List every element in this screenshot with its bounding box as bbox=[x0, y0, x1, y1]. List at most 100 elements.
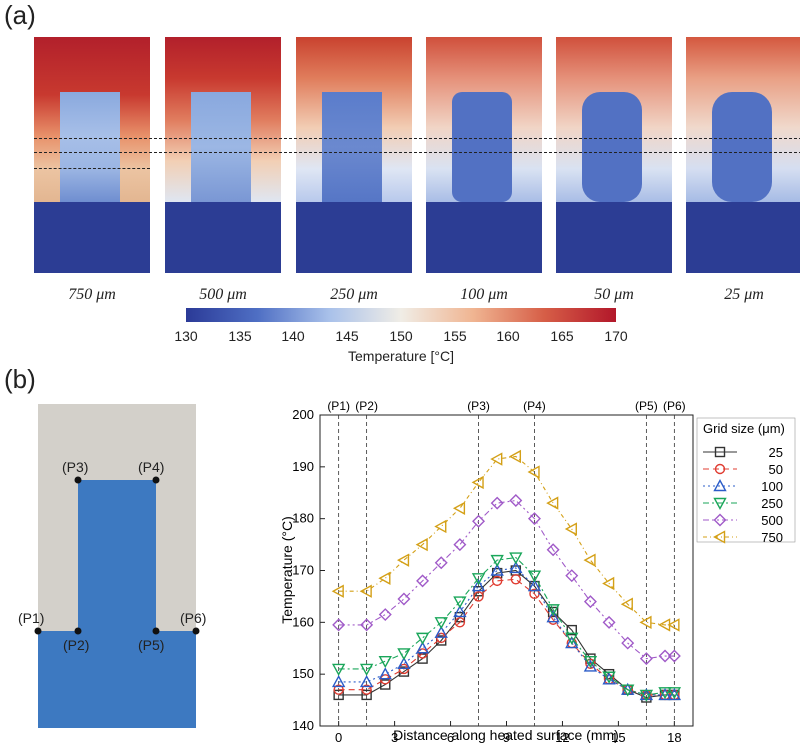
x-tick-label: 15 bbox=[611, 730, 625, 744]
data-point-500 bbox=[416, 574, 430, 588]
plot-frame bbox=[319, 414, 694, 727]
temperature-map-25 bbox=[686, 37, 800, 273]
data-point-500 bbox=[397, 592, 411, 606]
x-tick-label: 6 bbox=[447, 730, 454, 744]
data-point-25 bbox=[361, 689, 372, 701]
data-point-25 bbox=[380, 679, 391, 690]
point-p3-marker bbox=[74, 476, 82, 484]
data-point-250 bbox=[658, 687, 672, 700]
temperature-map-500 bbox=[165, 37, 281, 273]
grid-label-250: 250 μm bbox=[330, 286, 378, 303]
x-tick-label: 9 bbox=[503, 730, 510, 744]
data-point-750 bbox=[667, 618, 680, 632]
data-point-100 bbox=[434, 625, 448, 638]
data-point-750 bbox=[564, 522, 577, 536]
data-point-750 bbox=[490, 452, 503, 466]
data-point-500 bbox=[621, 636, 635, 650]
legend-marker-500 bbox=[713, 513, 727, 527]
colorbar-tick: 150 bbox=[389, 328, 413, 344]
data-point-250 bbox=[546, 604, 560, 617]
data-point-500 bbox=[360, 618, 374, 632]
colorbar-tick: 170 bbox=[604, 328, 628, 344]
grid-label-500: 500 μm bbox=[199, 286, 247, 303]
y-tick-label: 140 bbox=[292, 718, 314, 733]
data-point-500 bbox=[639, 652, 653, 666]
point-reference-label: (P5) bbox=[635, 399, 658, 413]
data-point-500 bbox=[509, 494, 523, 508]
legend-marker-750 bbox=[713, 530, 726, 544]
temperature-map-100 bbox=[426, 37, 542, 273]
series-line-750 bbox=[338, 455, 675, 626]
y-axis-label: Temperature (°C) bbox=[279, 516, 295, 624]
data-point-250 bbox=[527, 570, 542, 583]
data-point-750 bbox=[602, 576, 615, 591]
data-point-100 bbox=[509, 560, 523, 574]
data-point-750 bbox=[620, 597, 633, 611]
legend-title: Grid size (μm) bbox=[703, 421, 785, 436]
series-line-100 bbox=[338, 567, 675, 696]
data-point-500 bbox=[658, 649, 672, 663]
data-point-100 bbox=[471, 579, 486, 592]
data-point-250 bbox=[565, 632, 579, 645]
x-tick-label: 18 bbox=[667, 730, 681, 744]
data-point-250 bbox=[490, 554, 504, 568]
data-point-100 bbox=[453, 605, 467, 618]
data-point-500 bbox=[472, 514, 486, 528]
legend-entry-250: 250 bbox=[761, 496, 783, 511]
data-point-250 bbox=[621, 684, 635, 697]
legend-marker-100 bbox=[713, 479, 727, 492]
point-p6-label: (P6) bbox=[180, 610, 207, 626]
data-point-50 bbox=[491, 575, 503, 587]
point-p6-marker bbox=[192, 627, 200, 635]
data-point-100 bbox=[527, 579, 542, 592]
series-line-500 bbox=[338, 499, 675, 660]
point-p2-marker bbox=[74, 627, 82, 635]
data-point-750 bbox=[452, 501, 466, 515]
colorbar-tick: 155 bbox=[443, 328, 467, 344]
data-point-50 bbox=[361, 684, 372, 695]
temperature-map-50 bbox=[556, 37, 672, 273]
legend-entry-50: 50 bbox=[769, 462, 783, 477]
data-point-500 bbox=[527, 512, 541, 526]
data-point-50 bbox=[473, 591, 484, 602]
data-point-500 bbox=[453, 538, 467, 552]
data-point-100 bbox=[490, 563, 504, 576]
temperature-map-750 bbox=[34, 37, 150, 273]
grid-label-100: 100 μm bbox=[460, 286, 508, 303]
data-point-250 bbox=[359, 663, 374, 676]
data-point-100 bbox=[667, 687, 682, 701]
data-point-50 bbox=[333, 684, 344, 695]
point-reference-label: (P2) bbox=[355, 399, 378, 413]
data-point-100 bbox=[397, 656, 411, 669]
data-point-250 bbox=[415, 632, 430, 645]
data-point-250 bbox=[331, 663, 346, 676]
x-tick-label: 3 bbox=[391, 730, 398, 744]
data-point-500 bbox=[490, 496, 504, 510]
data-point-750 bbox=[527, 465, 540, 479]
point-reference-label: (P3) bbox=[467, 399, 490, 413]
panel-b-label: (b) bbox=[4, 364, 36, 394]
legend-entry-750: 750 bbox=[761, 530, 783, 545]
colorbar-tick: 135 bbox=[228, 328, 252, 344]
colorbar bbox=[186, 308, 616, 322]
point-p3-label: (P3) bbox=[62, 459, 89, 475]
data-point-250 bbox=[583, 656, 598, 669]
reference-line-upper bbox=[34, 138, 800, 139]
data-point-250 bbox=[667, 687, 682, 700]
data-point-750 bbox=[434, 519, 447, 534]
data-point-750 bbox=[583, 553, 596, 567]
point-p4-label: (P4) bbox=[138, 459, 165, 475]
grid-label-750: 750 μm bbox=[68, 286, 116, 303]
data-point-25 bbox=[333, 689, 344, 701]
point-p4-marker bbox=[152, 476, 160, 484]
grid-label-25: 25 μm bbox=[724, 286, 764, 303]
data-point-750 bbox=[546, 496, 559, 510]
data-point-50 bbox=[585, 658, 596, 669]
x-tick-label: 12 bbox=[555, 730, 569, 744]
legend-marker-50 bbox=[714, 463, 726, 475]
x-axis-label: Distance along heated surface (mm) bbox=[393, 727, 619, 743]
data-point-750 bbox=[508, 449, 522, 464]
geometry-fin bbox=[78, 480, 156, 633]
y-tick-label: 170 bbox=[292, 563, 314, 578]
